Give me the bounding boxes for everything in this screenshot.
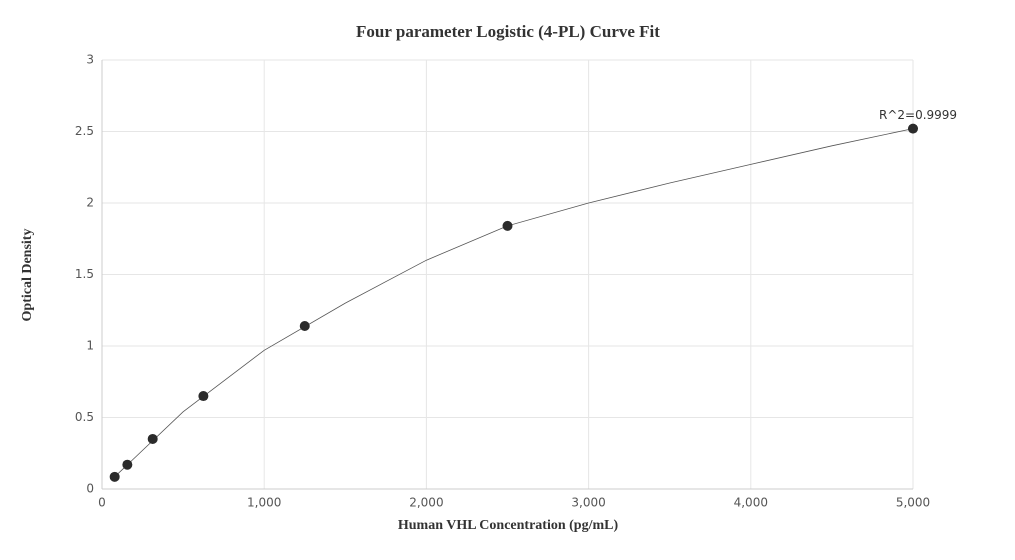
data-point xyxy=(198,391,209,402)
y-tick-label: 2 xyxy=(86,196,94,210)
y-tick-label: 2.5 xyxy=(75,124,94,138)
data-point xyxy=(122,459,133,470)
y-tick-label: 1 xyxy=(86,339,94,353)
data-point xyxy=(502,220,513,231)
x-tick-label: 4,000 xyxy=(734,496,768,510)
y-axis-label: Optical Density xyxy=(20,229,35,322)
annotation: R^2=0.9999 xyxy=(879,108,957,122)
y-tick-label: 0 xyxy=(86,482,94,496)
x-tick-label: 2,000 xyxy=(409,496,443,510)
data-point xyxy=(299,320,310,331)
y-tick-label: 1.5 xyxy=(75,267,94,281)
data-point xyxy=(147,433,158,444)
chart-title: Four parameter Logistic (4-PL) Curve Fit xyxy=(356,22,660,41)
x-tick-label: 1,000 xyxy=(247,496,281,510)
x-tick-label: 3,000 xyxy=(571,496,605,510)
y-tick-label: 3 xyxy=(86,53,94,67)
x-tick-label: 0 xyxy=(98,496,106,510)
data-point xyxy=(109,471,120,482)
x-axis-label: Human VHL Concentration (pg/mL) xyxy=(398,518,619,533)
x-tick-label: 5,000 xyxy=(896,496,930,510)
fit-curve xyxy=(114,128,914,478)
data-point xyxy=(908,123,918,134)
y-tick-label: 0.5 xyxy=(75,410,94,424)
